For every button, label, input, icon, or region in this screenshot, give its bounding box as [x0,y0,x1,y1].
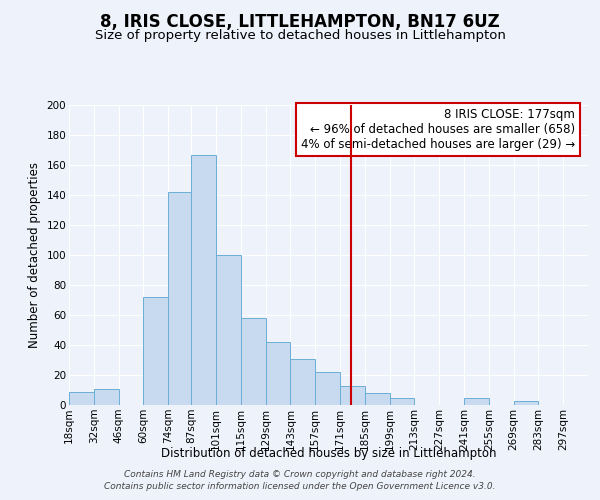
Bar [143,297,168,405]
Bar [464,398,489,405]
Bar [290,358,315,405]
Bar [241,318,266,405]
Text: Distribution of detached houses by size in Littlehampton: Distribution of detached houses by size … [161,448,497,460]
Bar [365,393,389,405]
Bar [266,342,290,405]
Text: Contains public sector information licensed under the Open Government Licence v3: Contains public sector information licen… [104,482,496,491]
Text: 8, IRIS CLOSE, LITTLEHAMPTON, BN17 6UZ: 8, IRIS CLOSE, LITTLEHAMPTON, BN17 6UZ [100,12,500,30]
Text: Size of property relative to detached houses in Littlehampton: Size of property relative to detached ho… [95,29,505,42]
Bar [216,255,241,405]
Bar [168,192,191,405]
Bar [69,392,94,405]
Bar [514,400,538,405]
Bar [340,386,365,405]
Bar [94,388,119,405]
Text: 8 IRIS CLOSE: 177sqm
← 96% of detached houses are smaller (658)
4% of semi-detac: 8 IRIS CLOSE: 177sqm ← 96% of detached h… [301,108,575,151]
Y-axis label: Number of detached properties: Number of detached properties [28,162,41,348]
Bar [315,372,340,405]
Text: Contains HM Land Registry data © Crown copyright and database right 2024.: Contains HM Land Registry data © Crown c… [124,470,476,479]
Bar [389,398,415,405]
Bar [191,154,216,405]
